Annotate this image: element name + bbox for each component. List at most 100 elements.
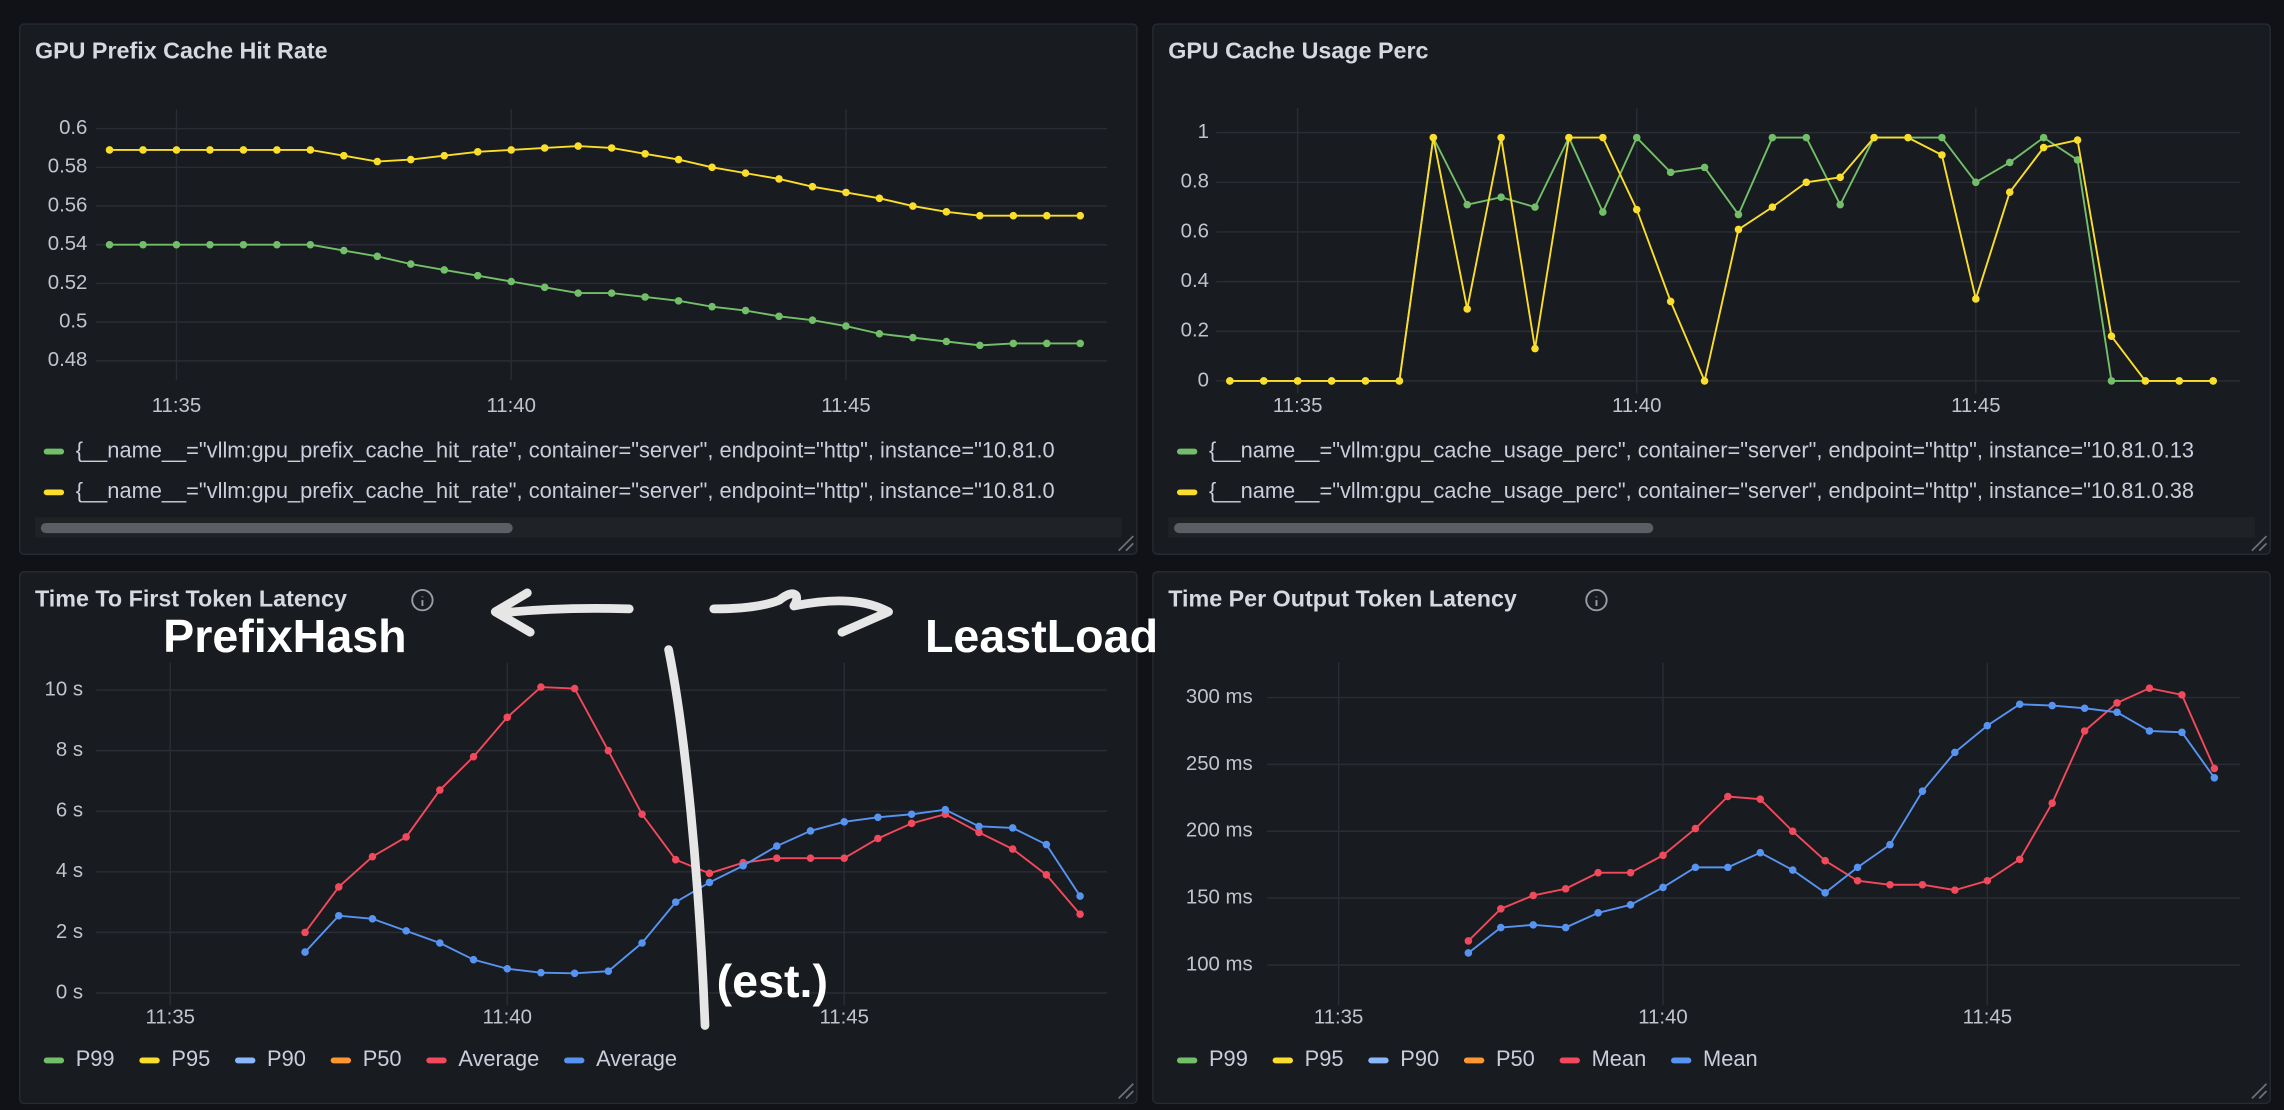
data-point: [942, 337, 951, 346]
legend-item[interactable]: Mean: [1670, 1046, 1758, 1071]
resize-handle[interactable]: [2251, 1083, 2268, 1099]
resize-handle[interactable]: [1118, 1083, 1134, 1099]
legend: {__name__="vllm:gpu_prefix_cache_hit_rat…: [43, 437, 1055, 503]
data-point: [1327, 377, 1336, 385]
y-tick-label: 0.52: [48, 272, 88, 294]
legend-item[interactable]: P99: [1176, 1046, 1248, 1071]
data-point: [273, 146, 281, 154]
legend-item[interactable]: P95: [139, 1046, 210, 1071]
data-point: [537, 968, 545, 977]
data-point: [206, 240, 214, 249]
legend-swatch: [139, 1057, 160, 1064]
data-point: [1531, 203, 1539, 211]
legend-item[interactable]: P90: [235, 1046, 306, 1071]
legend-item[interactable]: {__name__="vllm:gpu_cache_usage_perc", c…: [1176, 437, 2194, 462]
info-icon[interactable]: [411, 589, 434, 612]
legend-swatch: [564, 1057, 585, 1064]
data-point: [1594, 909, 1602, 917]
legend-swatch: [235, 1057, 256, 1064]
data-point: [874, 813, 882, 822]
data-point: [638, 939, 646, 947]
annotation: (est.): [717, 955, 828, 1007]
data-point: [440, 151, 449, 160]
data-point: [976, 211, 984, 220]
data-point: [1853, 876, 1862, 885]
data-point: [1821, 888, 1829, 897]
legend-swatch: [43, 448, 65, 455]
legend-item[interactable]: Average: [426, 1046, 539, 1071]
data-point: [875, 194, 884, 203]
data-point: [2141, 377, 2150, 385]
resize-handle[interactable]: [2251, 535, 2268, 552]
data-point: [1666, 297, 1675, 306]
data-point: [1788, 866, 1797, 874]
legend-item[interactable]: {__name__="vllm:gpu_prefix_cache_hit_rat…: [43, 478, 1055, 503]
data-point: [2145, 727, 2154, 735]
data-point: [674, 297, 683, 305]
data-point: [1463, 305, 1471, 313]
data-point: [1659, 851, 1667, 860]
legend-item[interactable]: {__name__="vllm:gpu_prefix_cache_hit_rat…: [43, 437, 1055, 462]
info-icon[interactable]: [1585, 589, 1608, 612]
data-point: [440, 266, 449, 274]
data-point: [1463, 200, 1471, 209]
data-point: [373, 252, 382, 261]
data-point: [1076, 211, 1085, 220]
chart-title: GPU Cache Usage Perc: [1168, 38, 1428, 64]
data-point: [1565, 133, 1573, 142]
data-point: [1983, 876, 1992, 885]
data-point: [570, 684, 579, 693]
data-point: [1853, 863, 1862, 872]
data-point: [507, 146, 515, 154]
legend-item[interactable]: {__name__="vllm:gpu_cache_usage_perc", c…: [1176, 478, 2194, 503]
data-point: [1226, 377, 1234, 385]
x-tick-label: 11:40: [482, 1007, 531, 1029]
data-point: [806, 854, 815, 862]
scrollbar-thumb[interactable]: [1174, 522, 1654, 534]
data-point: [708, 163, 716, 172]
legend-label: Average: [596, 1046, 677, 1071]
y-tick-label: 300 ms: [1186, 686, 1253, 708]
legend-item[interactable]: P95: [1272, 1046, 1344, 1071]
legend-item[interactable]: Mean: [1559, 1046, 1647, 1071]
data-point: [2039, 133, 2048, 142]
y-tick-label: 150 ms: [1186, 887, 1253, 909]
data-point: [909, 333, 917, 342]
data-point: [334, 883, 343, 891]
resize-handle[interactable]: [1118, 535, 1134, 552]
data-point: [604, 746, 613, 755]
data-point: [909, 202, 917, 210]
legend-item[interactable]: Average: [564, 1046, 677, 1071]
legend-swatch: [1272, 1057, 1294, 1064]
data-point: [2210, 773, 2219, 782]
panel: [18, 23, 1138, 555]
legend-item[interactable]: P50: [1463, 1046, 1535, 1071]
legend-swatch: [1463, 1057, 1485, 1064]
legend-swatch: [1176, 1057, 1198, 1064]
data-point: [1395, 377, 1404, 385]
data-point: [1836, 200, 1844, 209]
data-point: [368, 852, 377, 861]
legend-swatch: [1176, 448, 1198, 455]
data-point: [239, 146, 248, 154]
data-point: [1429, 133, 1438, 142]
legend-swatch: [1670, 1057, 1692, 1064]
data-point: [473, 271, 482, 280]
data-point: [503, 713, 512, 722]
data-point: [1691, 863, 1700, 872]
panel: [18, 571, 1138, 1105]
legend-item[interactable]: P90: [1368, 1046, 1439, 1071]
data-point: [1599, 208, 1607, 216]
data-point: [1870, 133, 1878, 142]
hand-drawn-arrows: [490, 588, 893, 1030]
data-point: [540, 283, 549, 292]
x-tick-label: 11:40: [486, 395, 535, 417]
scrollbar-thumb[interactable]: [40, 522, 513, 534]
legend-item[interactable]: P99: [43, 1046, 115, 1071]
data-point: [1788, 827, 1797, 836]
data-point: [739, 861, 747, 870]
data-point: [1724, 863, 1732, 872]
legend-item[interactable]: P50: [330, 1046, 402, 1071]
y-tick-label: 0.6: [1181, 220, 1209, 242]
